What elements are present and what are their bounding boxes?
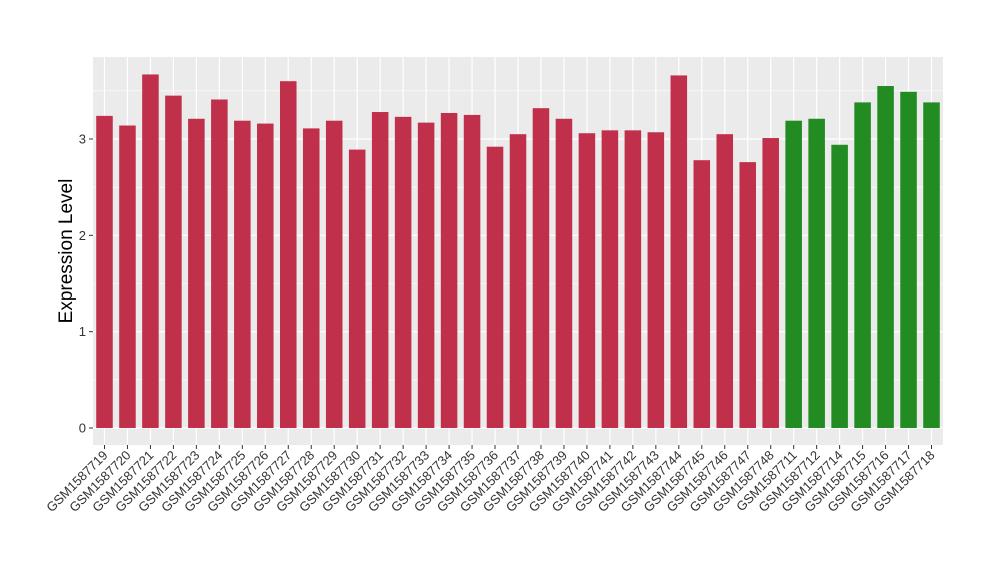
bar-GSM1587741 xyxy=(601,130,619,428)
bar-GSM1587740 xyxy=(578,133,596,428)
bar-GSM1587744 xyxy=(670,75,688,429)
bar-GSM1587726 xyxy=(257,123,274,428)
bar-GSM1587727 xyxy=(280,81,297,428)
bar-GSM1587724 xyxy=(211,99,228,429)
bar-GSM1587735 xyxy=(463,114,481,429)
bar-GSM1587747 xyxy=(739,162,756,428)
bar-GSM1587738 xyxy=(532,108,550,428)
bar-GSM1587736 xyxy=(486,146,504,428)
bar-GSM1587732 xyxy=(394,116,412,429)
bar-GSM1587718 xyxy=(923,102,940,428)
y-tick-label: 2 xyxy=(79,228,86,243)
bar-GSM1587711 xyxy=(785,120,802,429)
bar-GSM1587716 xyxy=(877,86,894,429)
bar-GSM1587722 xyxy=(165,95,182,429)
bar-GSM1587733 xyxy=(417,122,435,428)
bar-GSM1587731 xyxy=(371,112,389,428)
bar-GSM1587723 xyxy=(188,118,205,429)
bar-GSM1587748 xyxy=(762,138,779,428)
y-axis-title: Expression Level xyxy=(56,179,77,324)
bar-GSM1587725 xyxy=(234,120,251,429)
y-tick-label: 3 xyxy=(79,132,86,147)
bar-GSM1587712 xyxy=(808,118,825,429)
y-tick-label: 1 xyxy=(79,324,86,339)
bar-GSM1587730 xyxy=(348,149,366,428)
bar-GSM1587746 xyxy=(716,134,734,428)
y-tick-label: 0 xyxy=(79,421,86,436)
bar-GSM1587717 xyxy=(900,91,917,429)
y-axis: 0 1 2 3 xyxy=(79,132,93,436)
bar-GSM1587721 xyxy=(142,74,159,428)
bar-GSM1587720 xyxy=(119,125,136,428)
bar-GSM1587743 xyxy=(647,132,665,429)
bar-GSM1587714 xyxy=(831,144,848,428)
bar-GSM1587729 xyxy=(325,120,343,429)
bar-GSM1587719 xyxy=(96,115,113,428)
bar-GSM1587737 xyxy=(509,134,527,428)
bar-GSM1587734 xyxy=(440,112,458,429)
bar-GSM1587728 xyxy=(302,128,320,429)
x-axis: GSM1587719GSM1587720GSM1587721GSM1587722… xyxy=(43,445,938,515)
bar-GSM1587745 xyxy=(693,160,711,428)
bar-GSM1587715 xyxy=(854,102,871,428)
bars xyxy=(96,74,940,429)
bar-GSM1587739 xyxy=(555,118,573,429)
bar-GSM1587742 xyxy=(624,130,642,428)
